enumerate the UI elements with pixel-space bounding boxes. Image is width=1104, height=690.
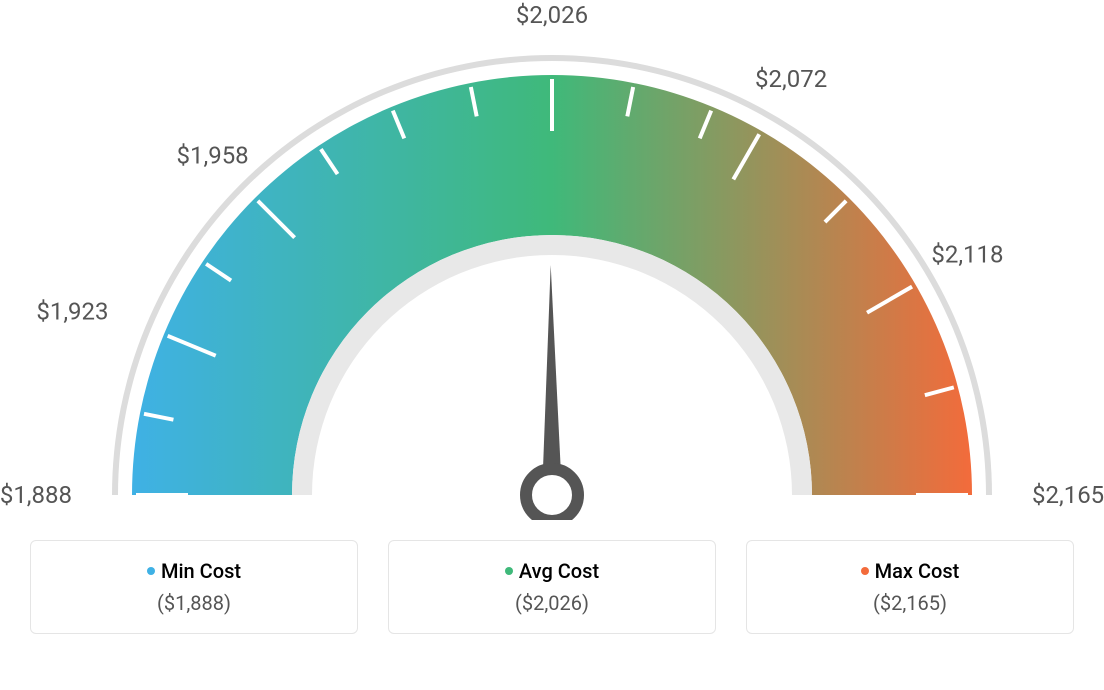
- dot-avg: [505, 567, 513, 575]
- tick-label: $2,165: [1032, 481, 1104, 509]
- gauge-svg: $1,888 $1,923 $1,958 $2,026 $2,072 $2,118 $2,1…: [0, 0, 1104, 520]
- legend-title-max: Max Cost: [757, 559, 1063, 583]
- tick-label: $2,118: [931, 241, 1003, 269]
- gauge-band-left: [132, 75, 552, 495]
- legend-title-max-text: Max Cost: [875, 559, 960, 583]
- legend-row: Min Cost ($1,888) Avg Cost ($2,026) Max …: [0, 520, 1104, 654]
- dot-min: [147, 567, 155, 575]
- legend-title-avg-text: Avg Cost: [519, 559, 599, 583]
- legend-title-min-text: Min Cost: [161, 559, 241, 583]
- needle-hub: [526, 469, 578, 520]
- gauge-chart: $1,888 $1,923 $1,958 $2,026 $2,072 $2,118 $2,1…: [0, 0, 1104, 520]
- legend-value-max: ($2,165): [757, 591, 1063, 615]
- tick-label: $1,958: [177, 142, 249, 170]
- needle: [542, 265, 562, 495]
- legend-value-avg: ($2,026): [399, 591, 705, 615]
- tick-label: $1,888: [0, 481, 72, 509]
- legend-title-avg: Avg Cost: [399, 559, 705, 583]
- legend-card-min: Min Cost ($1,888): [30, 540, 358, 634]
- legend-value-min: ($1,888): [41, 591, 347, 615]
- tick-label: $1,923: [36, 297, 108, 325]
- legend-card-avg: Avg Cost ($2,026): [388, 540, 716, 634]
- legend-title-min: Min Cost: [41, 559, 347, 583]
- tick-label: $2,026: [516, 1, 588, 29]
- dot-max: [861, 567, 869, 575]
- gauge-band-right: [552, 75, 972, 495]
- legend-card-max: Max Cost ($2,165): [746, 540, 1074, 634]
- tick-label: $2,072: [755, 65, 827, 93]
